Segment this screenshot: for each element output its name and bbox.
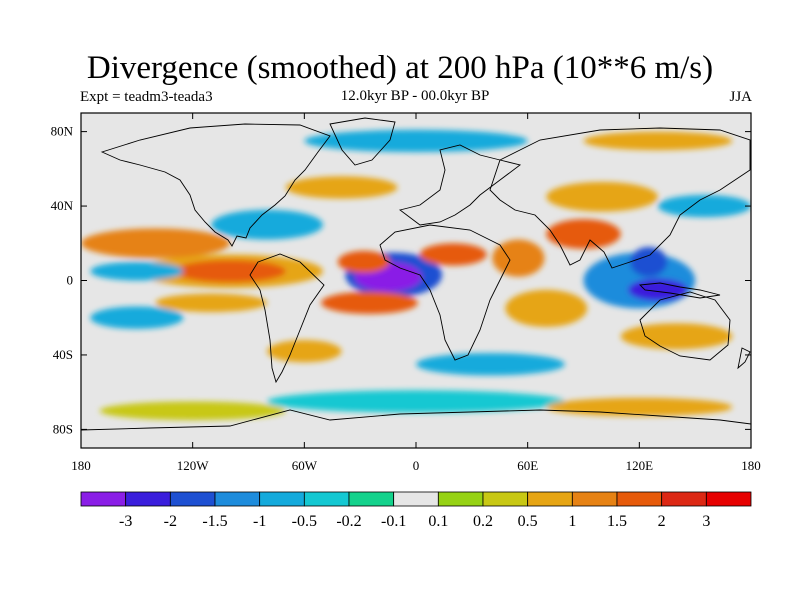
- y-tick-label: 80N: [51, 124, 74, 139]
- divergence-contour-18: [90, 306, 184, 329]
- colorbar: -3 -2 -1.5 -1 -0.5 -0.2 -0.1 0.1 0.2 0.5 1 1.5 2 3: [80, 491, 752, 530]
- colorbar-label: 1.5: [607, 513, 627, 530]
- colorbar-label: -0.1: [381, 513, 406, 530]
- colorbar-swatch: [437, 491, 484, 507]
- x-tick-label: 120W: [177, 458, 210, 473]
- colorbar-swatch: [214, 491, 261, 507]
- x-axis: 180 120W 60W 0 60E 120E 180: [71, 113, 761, 473]
- chart-title: Divergence (smoothed) at 200 hPa (10**6 …: [86, 50, 714, 86]
- colorbar-label: 0.1: [428, 513, 448, 530]
- colorbar-swatch: [482, 491, 529, 507]
- colorbar-swatch: [169, 491, 216, 507]
- coastline-antarctica: [81, 409, 751, 431]
- divergence-contour-4: [81, 228, 230, 259]
- divergence-contour-16: [546, 219, 621, 249]
- divergence-contour-13: [583, 131, 733, 151]
- colorbar-label: -2: [164, 513, 177, 530]
- divergence-contour-28: [630, 247, 668, 277]
- divergence-contour-25: [419, 243, 487, 266]
- y-tick-label: 40S: [53, 347, 73, 362]
- y-tick-label: 0: [67, 273, 74, 288]
- colorbar-swatch: [393, 491, 439, 507]
- divergence-contour-6: [99, 401, 286, 421]
- divergence-contour-19: [155, 293, 268, 313]
- colorbar-label: 0.2: [473, 513, 493, 530]
- divergence-contour-14: [174, 260, 286, 283]
- experiment-label: Expt = teadm3-teada3: [80, 89, 213, 105]
- divergence-contour-10: [416, 353, 565, 376]
- divergence-contour-9: [546, 181, 658, 212]
- divergence-contour-20: [657, 194, 751, 218]
- x-tick-label: 180: [71, 458, 91, 473]
- coastline-europe: [398, 144, 522, 226]
- colorbar-label: -3: [119, 513, 132, 530]
- coastlines: [81, 117, 751, 431]
- x-tick-label: 60W: [292, 458, 318, 473]
- colorbar-swatch: [527, 491, 573, 507]
- plot-area: [81, 113, 751, 448]
- coastline-new-zealand: [737, 347, 751, 370]
- colorbar-swatch: [571, 491, 618, 507]
- divergence-contour-7: [546, 397, 733, 417]
- y-axis: 80N 40N 0 40S 80S: [51, 124, 751, 436]
- divergence-field: [81, 129, 751, 421]
- coastline-greenland: [329, 117, 396, 166]
- x-tick-label: 120E: [626, 458, 654, 473]
- colorbar-label: -0.5: [292, 513, 317, 530]
- x-tick-label: 0: [413, 458, 420, 473]
- coastline-south-america: [249, 253, 325, 384]
- colorbar-label: 3: [702, 513, 710, 530]
- colorbar-swatch: [705, 491, 752, 507]
- divergence-contour-3: [304, 129, 528, 153]
- colorbar-swatch: [616, 491, 663, 507]
- coastline-indonesia: [639, 282, 721, 299]
- colorbar-label: -1.5: [202, 513, 227, 530]
- colorbar-label: -0.2: [336, 513, 361, 530]
- divergence-contour-8: [211, 209, 323, 240]
- divergence-contour-27: [337, 250, 390, 274]
- divergence-contour-12: [620, 323, 733, 350]
- divergence-contour-17: [321, 291, 418, 315]
- colorbar-swatch: [125, 491, 171, 507]
- colorbar-label: 0.5: [518, 513, 538, 530]
- divergence-contour-22: [492, 239, 545, 277]
- colorbar-swatch: [259, 491, 305, 507]
- divergence-contour-26: [628, 278, 688, 301]
- colorbar-swatch: [303, 491, 350, 507]
- divergence-contour-24: [267, 340, 342, 363]
- colorbar-label: -1: [253, 513, 266, 530]
- y-tick-label: 40N: [51, 198, 74, 213]
- divergence-contour-0: [267, 390, 565, 413]
- colorbar-label: 1: [568, 513, 576, 530]
- divergence-contour-11: [505, 289, 588, 328]
- coastline-australia: [639, 291, 731, 361]
- divergence-contour-23: [90, 261, 184, 281]
- colorbar-swatch: [661, 491, 707, 507]
- coastline-north-america: [100, 123, 331, 247]
- divergence-contour-15: [285, 176, 398, 199]
- season-label: JJA: [729, 89, 752, 105]
- colorbar-label: 2: [658, 513, 666, 530]
- colorbar-swatch: [348, 491, 395, 507]
- x-tick-label: 180: [741, 458, 761, 473]
- coastline-africa: [379, 224, 511, 361]
- coastline-asia: [489, 127, 751, 269]
- y-tick-label: 80S: [53, 421, 73, 436]
- x-tick-label: 60E: [517, 458, 538, 473]
- period-label: 12.0kyr BP - 00.0kyr BP: [340, 88, 490, 104]
- colorbar-swatch: [80, 491, 127, 507]
